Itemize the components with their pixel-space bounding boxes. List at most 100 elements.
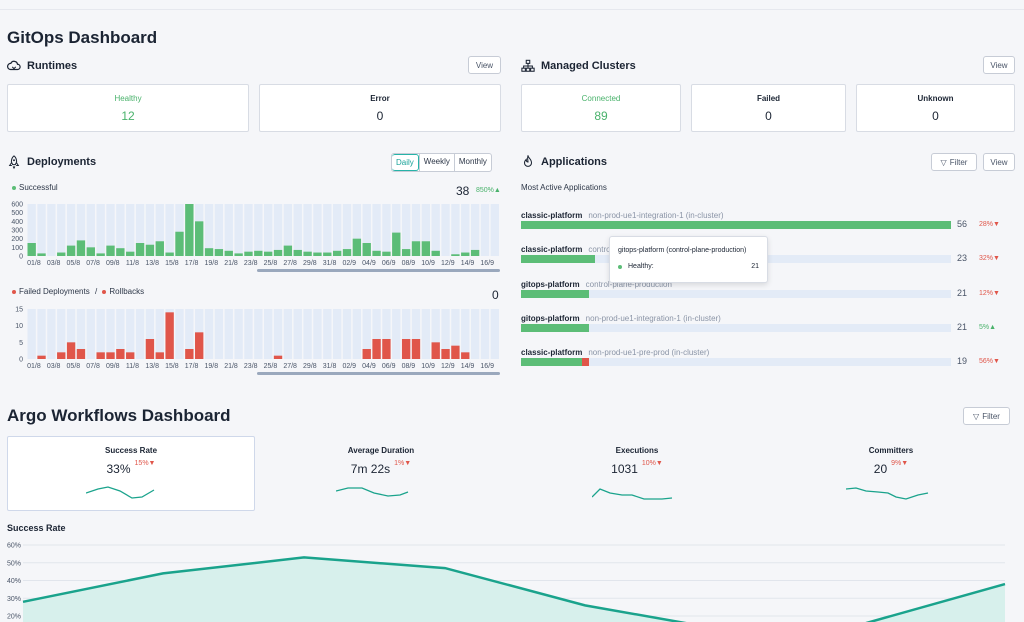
bar xyxy=(165,312,174,359)
bar-background xyxy=(421,309,431,359)
cluster-unknown-card[interactable]: Unknown 0 xyxy=(856,84,1015,132)
app-bar-track[interactable] xyxy=(521,358,951,366)
runtime-error-card[interactable]: Error 0 xyxy=(259,84,501,132)
y-tick-label: 0 xyxy=(19,254,23,261)
cluster-failed-card[interactable]: Failed 0 xyxy=(691,84,846,132)
y-tick-label: 30% xyxy=(7,596,21,603)
bar-background xyxy=(254,309,263,359)
app-name: gitops-platform xyxy=(521,314,580,323)
tab-weekly[interactable]: Weekly xyxy=(418,154,454,171)
applications-filter-button[interactable]: ▽ Filter xyxy=(931,153,977,171)
y-tick-label: 300 xyxy=(11,228,23,235)
app-row[interactable]: classic-platform non-prod-ue1-integration… xyxy=(521,205,1015,231)
applications-view-button[interactable]: View xyxy=(983,153,1015,171)
x-tick-label: 15/8 xyxy=(165,363,179,370)
clusters-view-button[interactable]: View xyxy=(983,56,1015,74)
bar xyxy=(76,349,86,359)
app-bar-track[interactable] xyxy=(521,221,951,229)
bar-background xyxy=(96,309,105,359)
bar xyxy=(313,252,322,256)
bar-background xyxy=(323,204,332,256)
x-tick-label: 07/8 xyxy=(86,260,100,267)
x-tick-label: 11/8 xyxy=(126,260,139,267)
metric-card[interactable]: Average Duration 7m 22s 1%▼ xyxy=(281,446,481,503)
x-tick-label: 25/8 xyxy=(264,260,278,267)
x-tick-label: 06/9 xyxy=(382,260,396,267)
y-tick-label: 10 xyxy=(15,323,23,330)
tab-daily[interactable]: Daily xyxy=(392,154,419,171)
card-value: 0 xyxy=(932,109,939,123)
change-value: 12% xyxy=(979,290,994,297)
bar xyxy=(293,249,302,256)
app-bar-degraded[interactable] xyxy=(582,358,589,366)
x-tick-label: 21/8 xyxy=(224,363,238,370)
app-bar-track[interactable] xyxy=(521,290,951,298)
success-rate-line xyxy=(22,556,1006,622)
bar xyxy=(401,339,411,359)
y-tick-label: 60% xyxy=(7,543,21,550)
sparkline-path xyxy=(86,486,155,499)
bar xyxy=(185,204,194,256)
runtimes-view-button[interactable]: View xyxy=(468,56,501,74)
x-tick-label: 05/8 xyxy=(67,260,81,267)
app-bar-healthy[interactable] xyxy=(521,358,582,366)
x-tick-label: 27/8 xyxy=(283,260,297,267)
bar-background xyxy=(470,309,480,359)
arrow-down-icon: ▼ xyxy=(901,460,909,467)
bar-background xyxy=(323,309,332,359)
period-toggle: Daily Weekly Monthly xyxy=(391,153,492,172)
bar-background xyxy=(480,309,490,359)
tab-monthly[interactable]: Monthly xyxy=(453,154,491,171)
metric-sparkline xyxy=(336,487,409,497)
cluster-connected-card[interactable]: Connected 89 xyxy=(521,84,681,132)
argo-filter-button[interactable]: ▽ Filter xyxy=(963,407,1010,425)
bar-background xyxy=(264,309,273,359)
app-row[interactable]: gitops-platform non-prod-ue1-integration-… xyxy=(521,308,1015,334)
metric-value-row: 1031 10%▼ xyxy=(537,460,737,478)
y-tick-label: 400 xyxy=(11,219,23,226)
metric-title: Committers xyxy=(868,446,914,455)
bar-background xyxy=(441,204,450,256)
app-bar-healthy[interactable] xyxy=(521,290,589,298)
bar xyxy=(264,251,273,256)
bar-background xyxy=(313,204,322,256)
app-bar-healthy[interactable] xyxy=(521,255,595,263)
bar xyxy=(421,241,431,256)
arrow-down-icon: ▼ xyxy=(993,221,1000,228)
metric-change: 15%▼ xyxy=(135,460,156,467)
metric-value: 7m 22s xyxy=(350,462,391,476)
bar xyxy=(372,250,381,256)
legend-separator: / xyxy=(94,287,98,296)
x-tick-label: 14/9 xyxy=(461,363,475,370)
x-tick-label: 31/8 xyxy=(323,260,337,267)
app-row[interactable]: classic-platform non-prod-ue1-pre-prod (i… xyxy=(521,342,1015,368)
app-bar-healthy[interactable] xyxy=(521,324,589,332)
bar-background xyxy=(411,309,421,359)
bar-background xyxy=(116,204,125,256)
metric-card[interactable]: Success Rate 33% 15%▼ xyxy=(31,446,231,503)
bar-background xyxy=(342,309,352,359)
app-bar-healthy[interactable] xyxy=(521,221,951,229)
bar-background xyxy=(342,204,352,256)
healthy-dot xyxy=(618,264,622,269)
bar xyxy=(441,349,450,359)
app-row[interactable]: classic-platformcontrol-plane-production… xyxy=(521,239,1015,265)
metric-card[interactable]: Committers 20 9%▼ xyxy=(791,446,991,503)
bar xyxy=(303,251,312,256)
sparkline-path xyxy=(846,487,929,500)
arrow-down-icon: ▼ xyxy=(655,460,663,467)
success-rate-metric-card-bg[interactable] xyxy=(7,436,255,511)
app-bar-track[interactable] xyxy=(521,324,951,332)
app-namespace: non-prod-ue1-integration-1 (in-cluster) xyxy=(588,211,724,220)
bar xyxy=(155,352,164,359)
bar-background xyxy=(175,309,184,359)
x-tick-label: 06/9 xyxy=(382,363,396,370)
bar-background xyxy=(431,204,440,256)
bar xyxy=(411,339,421,359)
bar xyxy=(57,352,66,359)
runtime-healthy-card[interactable]: Healthy 12 xyxy=(7,84,249,132)
app-row[interactable]: gitops-platform control-plane-production 2… xyxy=(521,274,1015,300)
metric-card[interactable]: Executions 1031 10%▼ xyxy=(537,446,737,503)
x-tick-label: 04/9 xyxy=(362,260,376,267)
